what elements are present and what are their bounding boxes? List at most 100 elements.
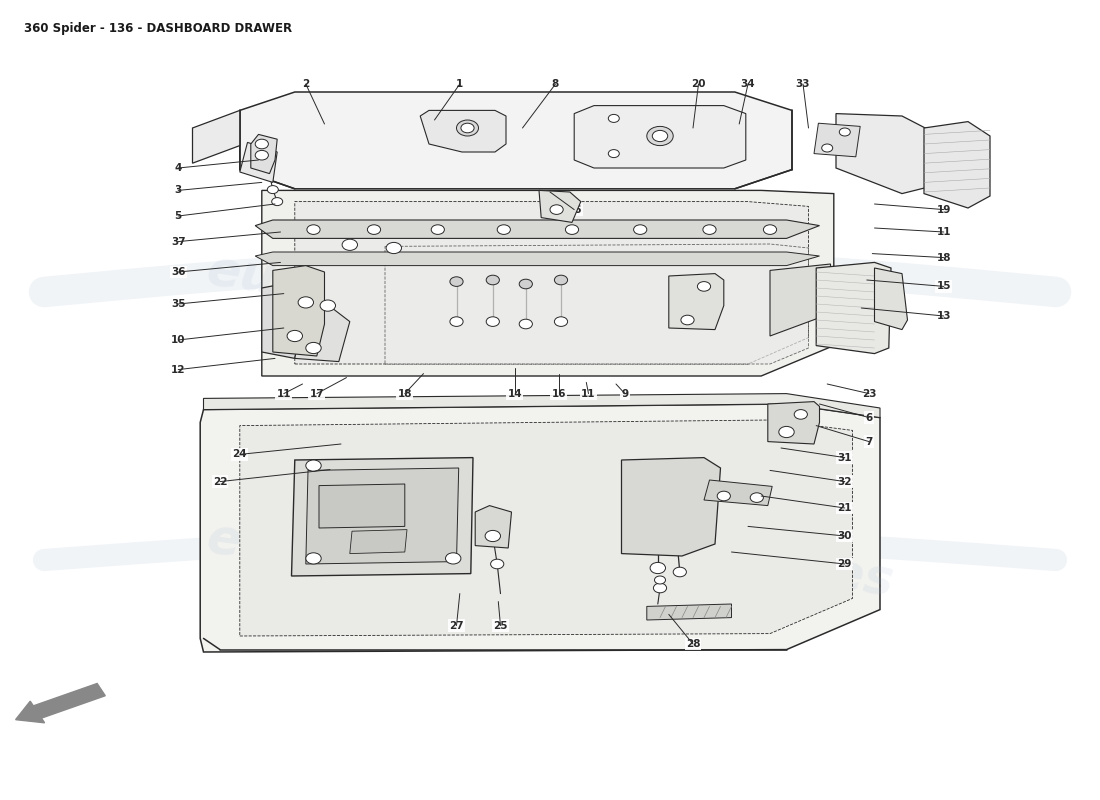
Circle shape <box>839 128 850 136</box>
Circle shape <box>608 114 619 122</box>
Polygon shape <box>262 282 308 358</box>
Polygon shape <box>350 530 407 554</box>
Polygon shape <box>204 394 880 418</box>
Polygon shape <box>306 468 459 564</box>
Circle shape <box>681 315 694 325</box>
Polygon shape <box>924 122 990 208</box>
Circle shape <box>519 279 532 289</box>
Circle shape <box>550 205 563 214</box>
Text: 2: 2 <box>302 79 309 89</box>
Text: 24: 24 <box>232 450 248 459</box>
Polygon shape <box>385 244 808 364</box>
Circle shape <box>554 317 568 326</box>
Text: 360 Spider - 136 - DASHBOARD DRAWER: 360 Spider - 136 - DASHBOARD DRAWER <box>24 22 293 35</box>
Circle shape <box>255 150 268 160</box>
Polygon shape <box>770 264 830 336</box>
Circle shape <box>652 130 668 142</box>
Polygon shape <box>768 402 820 444</box>
Polygon shape <box>192 110 240 163</box>
Circle shape <box>750 493 763 502</box>
Text: 21: 21 <box>837 503 852 513</box>
Text: 33: 33 <box>795 79 811 89</box>
Polygon shape <box>295 202 808 364</box>
Circle shape <box>306 553 321 564</box>
Text: 4: 4 <box>175 163 182 173</box>
Polygon shape <box>251 134 277 174</box>
Circle shape <box>342 239 358 250</box>
Polygon shape <box>255 220 820 238</box>
Circle shape <box>450 317 463 326</box>
Text: 19: 19 <box>936 205 952 214</box>
Circle shape <box>486 275 499 285</box>
Polygon shape <box>647 604 732 620</box>
Polygon shape <box>574 106 746 168</box>
Text: eurospares: eurospares <box>204 246 522 338</box>
Text: 28: 28 <box>685 639 701 649</box>
Polygon shape <box>874 268 907 330</box>
Circle shape <box>255 139 268 149</box>
Polygon shape <box>200 404 880 652</box>
Circle shape <box>287 330 303 342</box>
Circle shape <box>485 530 501 542</box>
Circle shape <box>608 150 619 158</box>
Text: 26: 26 <box>566 205 582 214</box>
Circle shape <box>554 275 568 285</box>
Circle shape <box>822 144 833 152</box>
Polygon shape <box>621 458 720 556</box>
Circle shape <box>565 225 579 234</box>
Circle shape <box>703 225 716 234</box>
Circle shape <box>306 460 321 471</box>
Text: 36: 36 <box>170 267 186 277</box>
Text: 11: 11 <box>936 227 952 237</box>
Text: 25: 25 <box>493 621 508 630</box>
Circle shape <box>647 126 673 146</box>
Circle shape <box>779 426 794 438</box>
Text: 1: 1 <box>456 79 463 89</box>
Circle shape <box>320 300 336 311</box>
Text: 18: 18 <box>397 389 412 398</box>
Circle shape <box>497 225 510 234</box>
Circle shape <box>519 319 532 329</box>
Text: 9: 9 <box>621 389 628 398</box>
Circle shape <box>486 317 499 326</box>
Circle shape <box>450 277 463 286</box>
Text: 5: 5 <box>175 211 182 221</box>
Text: 13: 13 <box>936 311 952 321</box>
Text: 29: 29 <box>837 559 852 569</box>
Text: eurospares: eurospares <box>578 514 896 606</box>
Polygon shape <box>319 484 405 528</box>
Circle shape <box>717 491 730 501</box>
Circle shape <box>386 242 402 254</box>
Text: 35: 35 <box>170 299 186 309</box>
Text: 23: 23 <box>861 389 877 398</box>
Polygon shape <box>669 274 724 330</box>
Text: 20: 20 <box>691 79 706 89</box>
Polygon shape <box>420 110 506 152</box>
Text: 27: 27 <box>449 621 464 630</box>
Circle shape <box>491 559 504 569</box>
Text: 30: 30 <box>837 531 852 541</box>
Text: 16: 16 <box>551 389 566 398</box>
Polygon shape <box>814 123 860 157</box>
Circle shape <box>272 198 283 206</box>
Circle shape <box>697 282 711 291</box>
Circle shape <box>446 553 461 564</box>
Polygon shape <box>255 252 820 266</box>
Text: 17: 17 <box>309 389 324 398</box>
Circle shape <box>650 562 666 574</box>
Circle shape <box>306 342 321 354</box>
Text: 8: 8 <box>552 79 559 89</box>
FancyArrow shape <box>15 683 106 723</box>
Text: 7: 7 <box>866 437 872 446</box>
Text: 34: 34 <box>740 79 756 89</box>
Polygon shape <box>240 92 792 189</box>
Text: 6: 6 <box>866 413 872 422</box>
Text: 11: 11 <box>276 389 292 398</box>
Text: 12: 12 <box>170 365 186 374</box>
Text: 37: 37 <box>170 237 186 246</box>
Circle shape <box>461 123 474 133</box>
Circle shape <box>456 120 478 136</box>
Circle shape <box>298 297 314 308</box>
Text: 11: 11 <box>581 389 596 398</box>
Text: 14: 14 <box>507 389 522 398</box>
